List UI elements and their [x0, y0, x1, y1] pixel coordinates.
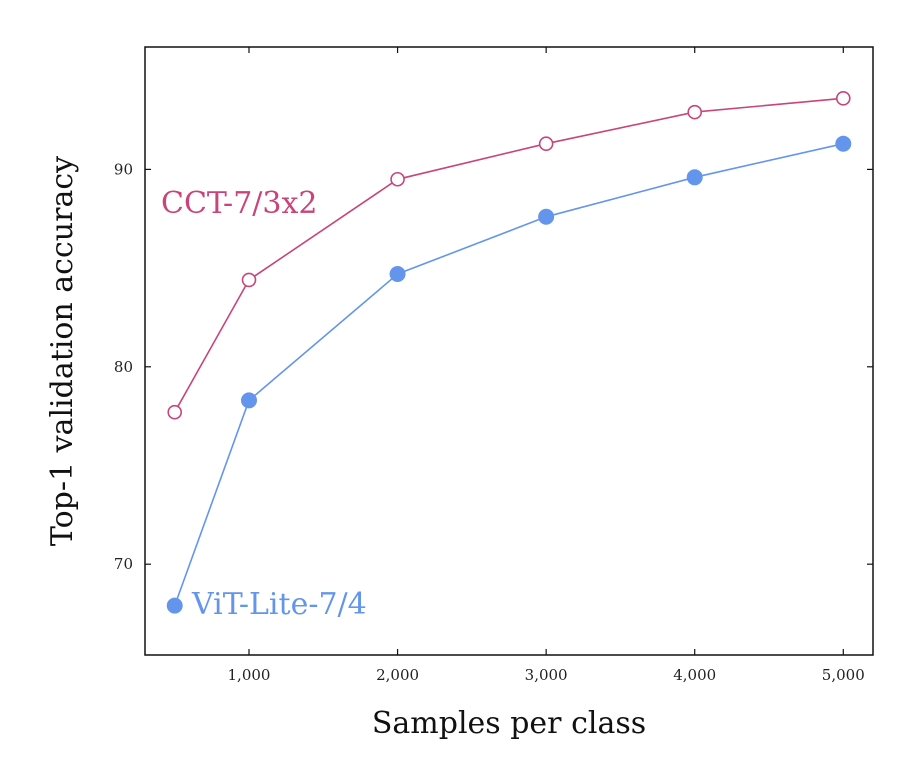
- y-tick-label: 90: [114, 160, 133, 178]
- x-tick-label: 1,000: [228, 666, 271, 684]
- x-tick-label: 3,000: [525, 666, 568, 684]
- plot-frame: [144, 46, 874, 656]
- series-layer: [166, 91, 852, 614]
- series-line-1: [173, 142, 844, 606]
- y-tick-label: 80: [114, 358, 133, 376]
- x-tick-label: 4,000: [673, 666, 716, 684]
- y-tick-label: 70: [114, 555, 133, 573]
- data-point: [538, 208, 555, 225]
- y-axis-title: Top-1 validation accuracy: [45, 156, 80, 546]
- y-axis-ticks: 70 80 90: [114, 160, 873, 573]
- data-point: [538, 136, 554, 152]
- series-label-vit: ViT-Lite-7/4: [191, 587, 367, 622]
- x-axis-title: Samples per class: [372, 706, 646, 741]
- data-point: [241, 272, 257, 288]
- data-point: [241, 392, 257, 409]
- data-point: [390, 171, 405, 187]
- data-point: [166, 597, 183, 614]
- x-axis-ticks: 1,000 2,000 3,000 4,000 5,000: [228, 47, 865, 684]
- x-tick-label: 5,000: [822, 666, 865, 684]
- series-label-cct: CCT-7/3x2: [161, 186, 317, 221]
- x-tick-label: 2,000: [376, 666, 419, 684]
- data-point: [167, 404, 183, 420]
- data-point: [687, 104, 703, 120]
- data-point: [835, 91, 851, 106]
- data-point: [389, 266, 406, 283]
- data-point: [686, 169, 703, 186]
- data-point: [835, 135, 852, 152]
- series-line-0: [174, 97, 844, 413]
